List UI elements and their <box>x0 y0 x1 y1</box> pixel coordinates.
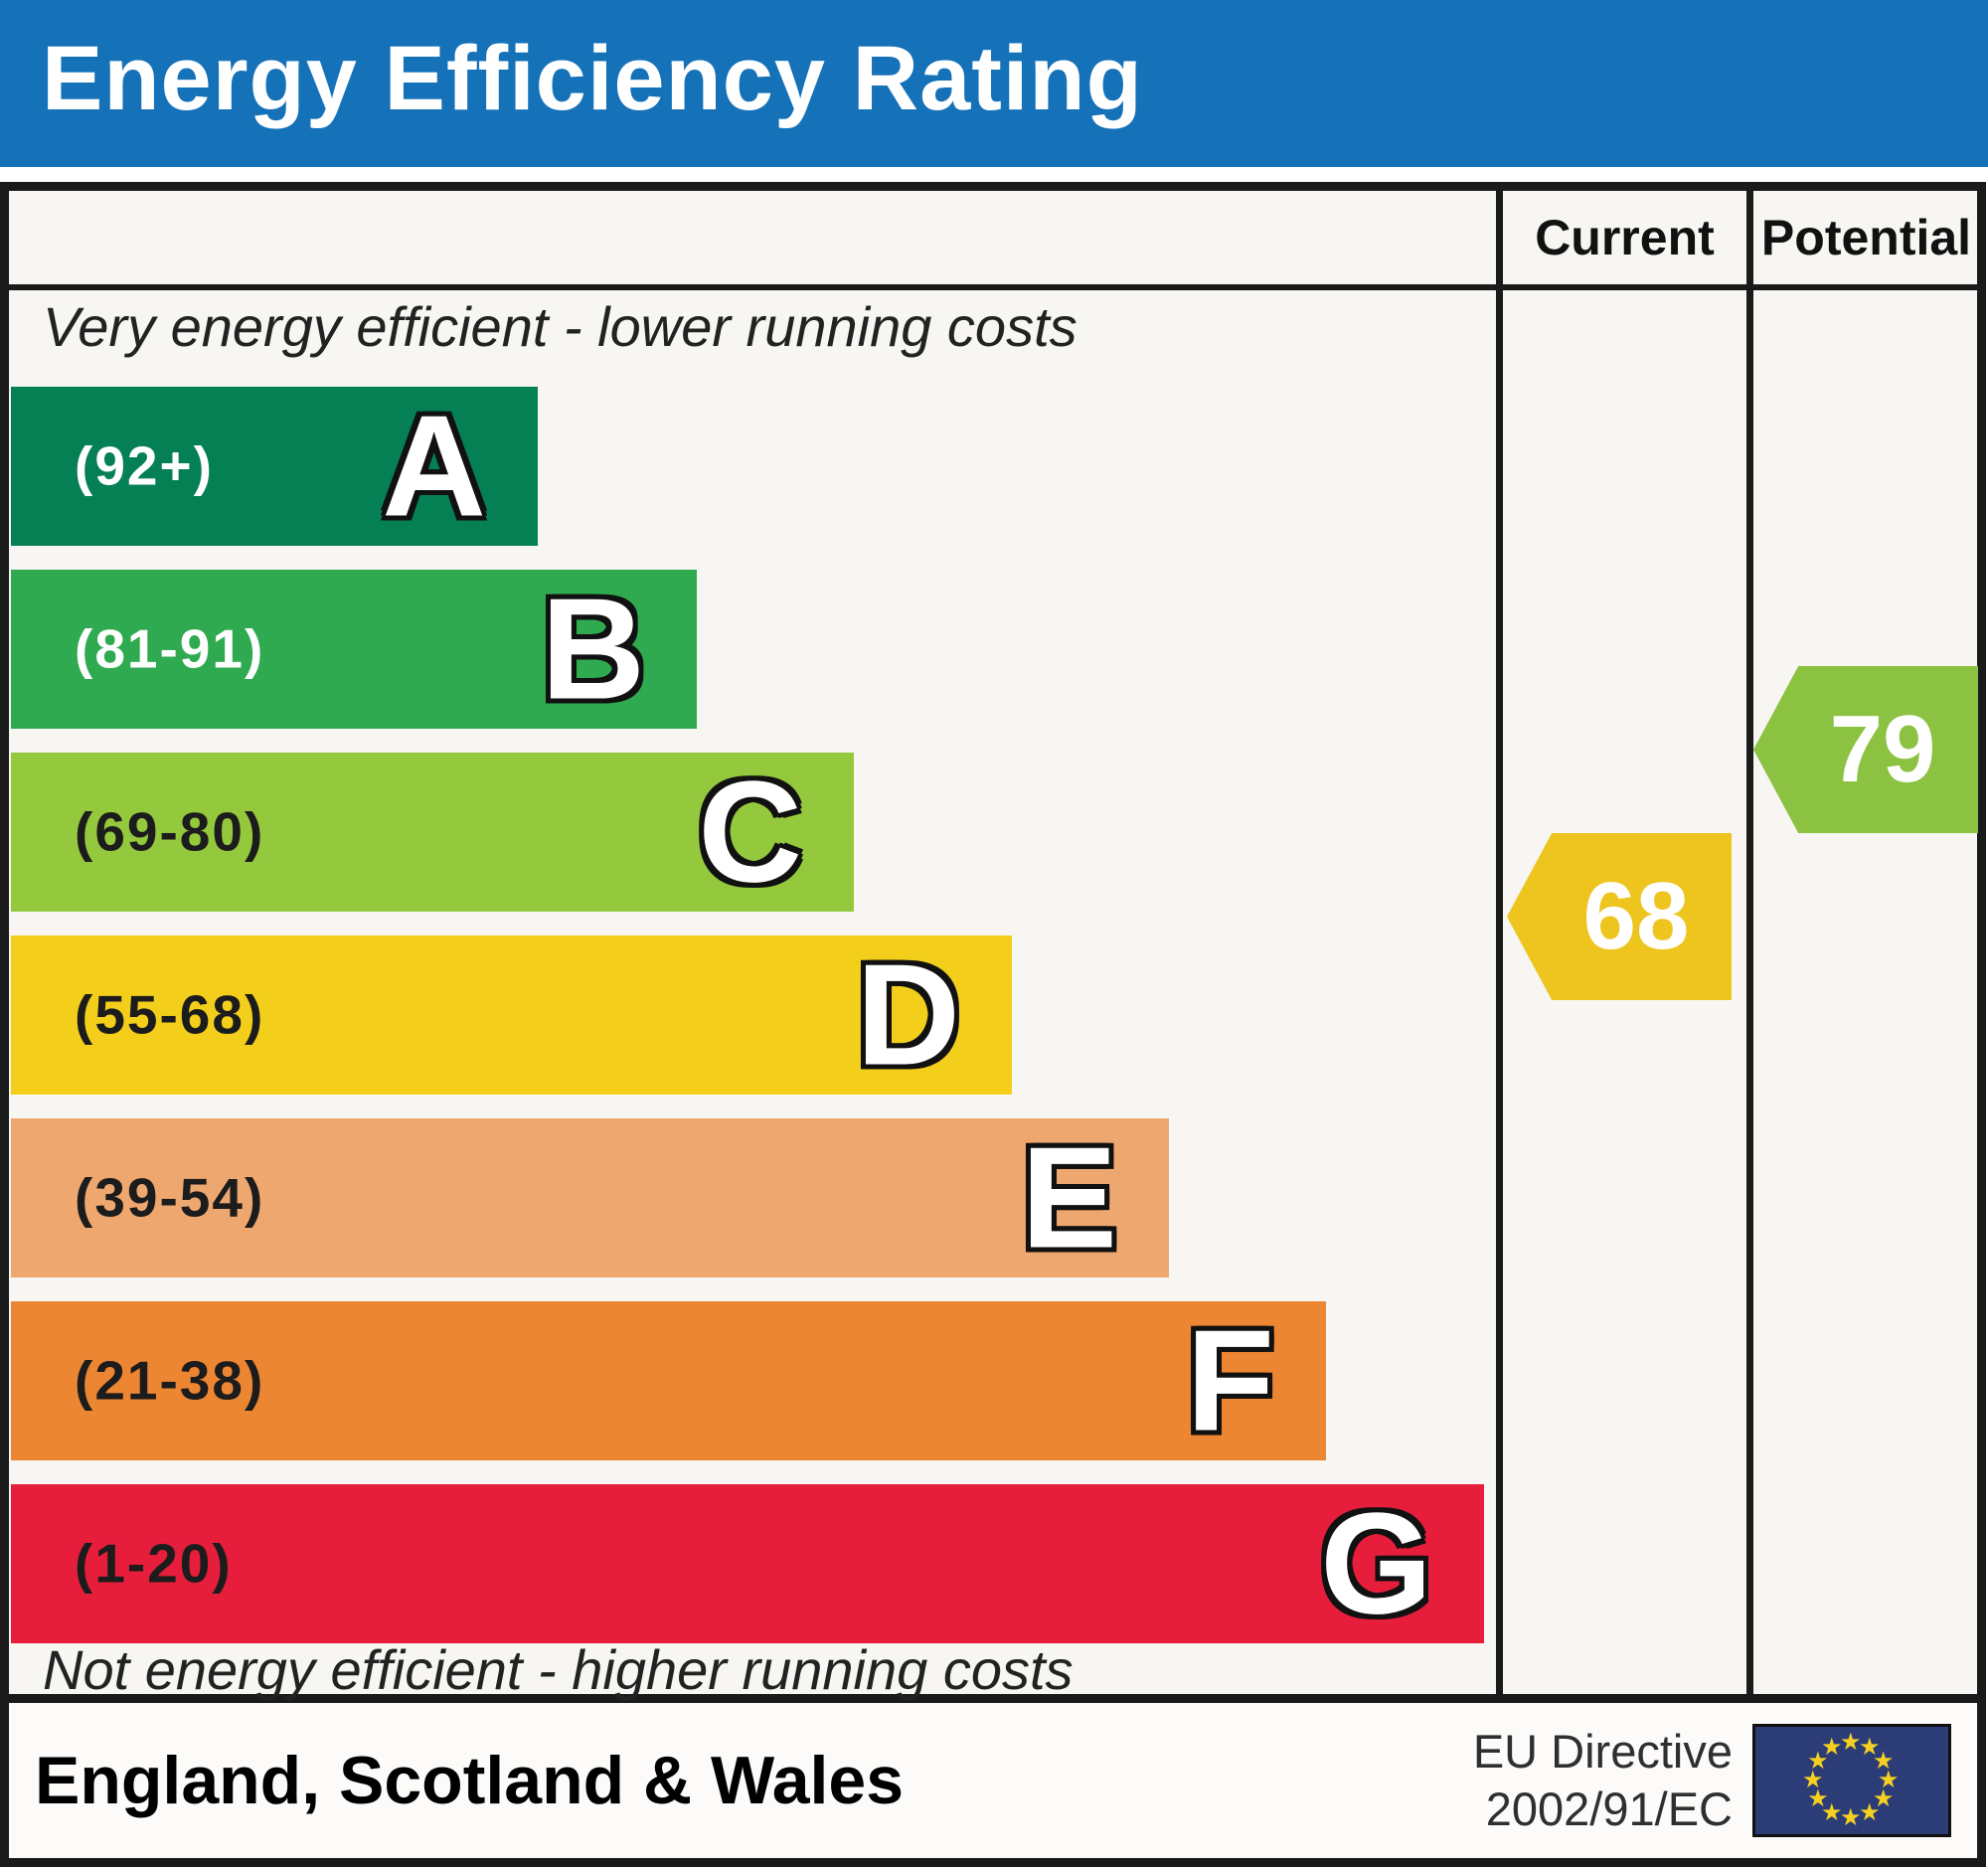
band-grade-letter: C <box>698 751 802 913</box>
eu-directive-line2: 2002/91/EC <box>1485 1782 1733 1835</box>
band-g: (1-20) G <box>11 1484 1484 1643</box>
divider-current <box>1496 191 1503 1694</box>
eu-star-icon: ★ <box>1840 1729 1862 1756</box>
eu-directive-label: EU Directive 2002/91/EC <box>1473 1723 1733 1838</box>
eu-directive-line1: EU Directive <box>1472 1725 1733 1778</box>
band-c: (69-80) C <box>11 753 854 912</box>
eu-star-icon: ★ <box>1840 1804 1862 1831</box>
eu-star-icon: ★ <box>1821 1734 1843 1762</box>
caption-very-efficient: Very energy efficient - lower running co… <box>43 295 1077 358</box>
header-underline <box>9 284 1977 290</box>
band-grade-letter: E <box>1021 1116 1117 1278</box>
eu-star-icon: ★ <box>1872 1785 1895 1812</box>
rating-table-inner: Current Potential Very energy efficient … <box>9 191 1977 1701</box>
current-rating-value: 68 <box>1582 863 1690 969</box>
eu-star-icon: ★ <box>1872 1748 1895 1775</box>
band-grade-letter: D <box>856 934 960 1096</box>
band-grade-letter: A <box>382 385 486 547</box>
footer-bar: England, Scotland & Wales EU Directive 2… <box>0 1703 1986 1867</box>
band-range-label: (39-54) <box>75 1166 265 1229</box>
band-a: (92+) A <box>11 387 538 546</box>
potential-rating-value: 79 <box>1829 696 1936 802</box>
eu-star-icon: ★ <box>1802 1767 1824 1793</box>
potential-rating-badge: 79 <box>1753 666 1978 833</box>
column-header-current: Current <box>1535 210 1715 265</box>
eu-star-icon: ★ <box>1807 1785 1829 1812</box>
band-grade-letter: F <box>1186 1299 1274 1461</box>
band-range-label: (1-20) <box>75 1532 233 1595</box>
column-header-potential: Potential <box>1760 210 1972 265</box>
band-range-label: (55-68) <box>75 983 265 1046</box>
eu-star-icon: ★ <box>1859 1798 1881 1826</box>
band-range-label: (92+) <box>75 434 214 497</box>
caption-not-efficient: Not energy efficient - higher running co… <box>43 1638 1074 1701</box>
eu-star-icon: ★ <box>1859 1734 1881 1762</box>
eu-star-icon: ★ <box>1807 1748 1829 1775</box>
eu-star-icon: ★ <box>1821 1798 1843 1826</box>
band-grade-letter: G <box>1320 1482 1432 1644</box>
band-range-label: (69-80) <box>75 800 265 863</box>
region-label: England, Scotland & Wales <box>35 1743 905 1818</box>
eu-star-icon: ★ <box>1878 1767 1900 1793</box>
current-rating-badge: 68 <box>1507 833 1732 1000</box>
band-grade-letter: B <box>541 568 645 730</box>
band-e: (39-54) E <box>11 1118 1169 1277</box>
band-d: (55-68) D <box>11 935 1012 1095</box>
page-title: Energy Efficiency Rating <box>42 28 1143 129</box>
band-range-label: (21-38) <box>75 1349 265 1412</box>
divider-potential <box>1746 191 1753 1694</box>
eu-flag-icon: ★ ★ ★ ★ ★ ★ ★ ★ ★ ★ ★ ★ <box>1752 1724 1951 1837</box>
band-b: (81-91) B <box>11 570 697 729</box>
band-f: (21-38) F <box>11 1301 1326 1460</box>
title-banner: Energy Efficiency Rating <box>0 0 1988 167</box>
band-range-label: (81-91) <box>75 617 265 680</box>
